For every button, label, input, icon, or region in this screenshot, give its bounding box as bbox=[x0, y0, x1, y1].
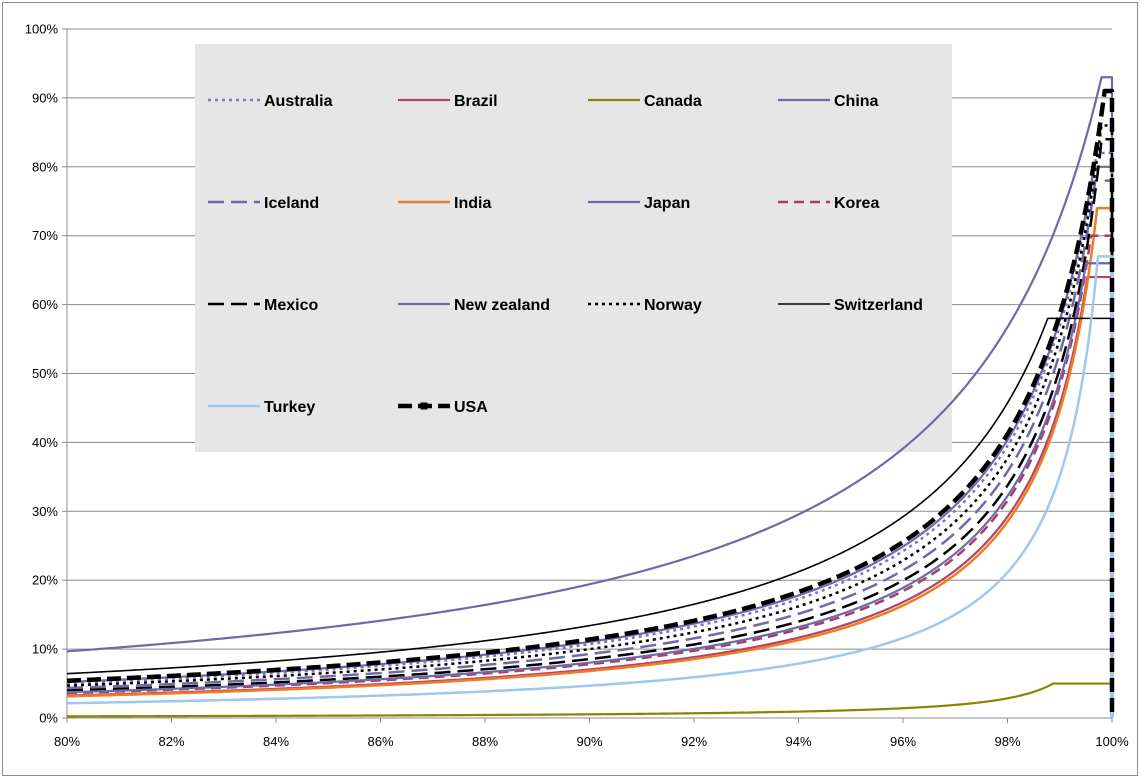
legend-label-switzerland: Switzerland bbox=[834, 297, 923, 314]
series-line-new-zealand bbox=[66, 262, 1114, 718]
series-line-mexico bbox=[66, 137, 1114, 718]
y-tick-label: 80% bbox=[32, 159, 58, 174]
x-tick-label: 92% bbox=[681, 734, 707, 749]
legend-label-korea: Korea bbox=[834, 195, 879, 212]
legend-label-china: China bbox=[834, 93, 879, 110]
x-tick-label: 96% bbox=[890, 734, 916, 749]
legend-label-turkey: Turkey bbox=[264, 399, 315, 416]
series-line-turkey bbox=[66, 255, 1114, 718]
y-tick-label: 0% bbox=[39, 711, 58, 726]
series-line-korea bbox=[66, 234, 1114, 718]
y-tick-label: 10% bbox=[32, 642, 58, 657]
x-tick-label: 80% bbox=[54, 734, 80, 749]
legend-label-india: India bbox=[454, 195, 491, 212]
x-tick-label: 100% bbox=[1095, 734, 1129, 749]
legend-label-usa: USA bbox=[454, 399, 488, 416]
series-line-iceland bbox=[66, 179, 1114, 718]
series-line-japan bbox=[66, 76, 1114, 718]
x-tick-label: 94% bbox=[785, 734, 811, 749]
y-tick-label: 60% bbox=[32, 297, 58, 312]
y-tick-label: 40% bbox=[32, 435, 58, 450]
legend-label-mexico: Mexico bbox=[264, 297, 318, 314]
legend-label-norway: Norway bbox=[644, 297, 702, 314]
x-tick-label: 98% bbox=[994, 734, 1020, 749]
x-tick-label: 82% bbox=[158, 734, 184, 749]
y-tick-label: 30% bbox=[32, 504, 58, 519]
legend-label-iceland: Iceland bbox=[264, 195, 319, 212]
legend-label-new-zealand: New zealand bbox=[454, 297, 550, 314]
legend-label-canada: Canada bbox=[644, 93, 702, 110]
y-tick-label: 70% bbox=[32, 228, 58, 243]
x-tick-label: 84% bbox=[263, 734, 289, 749]
x-tick-label: 90% bbox=[576, 734, 602, 749]
legend-label-australia: Australia bbox=[264, 93, 333, 110]
x-tick-label: 86% bbox=[367, 734, 393, 749]
legend-box bbox=[195, 44, 952, 452]
series-line-india bbox=[66, 206, 1114, 718]
y-tick-label: 50% bbox=[32, 366, 58, 381]
series-line-canada bbox=[66, 682, 1114, 718]
y-tick-label: 90% bbox=[32, 90, 58, 105]
legend-label-brazil: Brazil bbox=[454, 93, 498, 110]
legend-label-japan: Japan bbox=[644, 195, 690, 212]
y-tick-label: 100% bbox=[25, 22, 59, 37]
series-line-usa bbox=[66, 88, 1115, 718]
y-tick-label: 20% bbox=[32, 573, 58, 588]
legend-marker-usa bbox=[420, 402, 428, 410]
series-line-norway bbox=[66, 124, 1114, 718]
x-tick-label: 88% bbox=[472, 734, 498, 749]
